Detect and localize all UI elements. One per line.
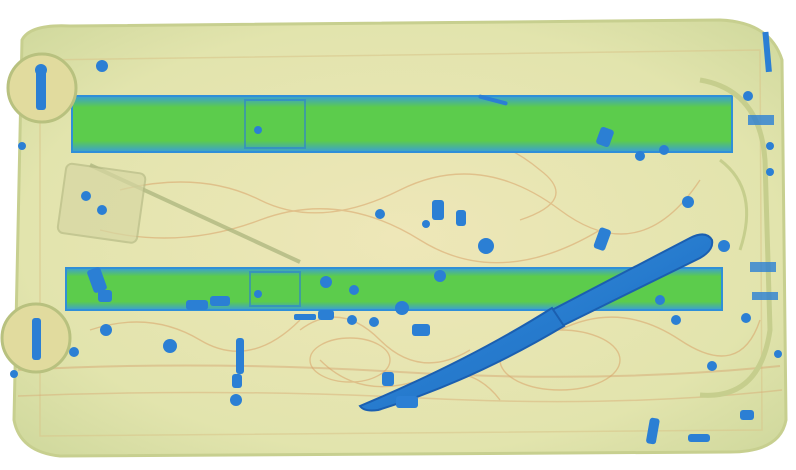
- trolley-rail-top: [71, 95, 733, 153]
- screws-and-rivets: [10, 60, 782, 378]
- handle-right: [699, 31, 778, 398]
- strap-buckle: [56, 162, 147, 244]
- zipper-pulls: [87, 126, 754, 445]
- organic-clutter: [89, 138, 761, 401]
- wheel-bottom-left: [0, 302, 79, 374]
- wheel-top-left: [6, 52, 78, 124]
- knife: [358, 233, 714, 412]
